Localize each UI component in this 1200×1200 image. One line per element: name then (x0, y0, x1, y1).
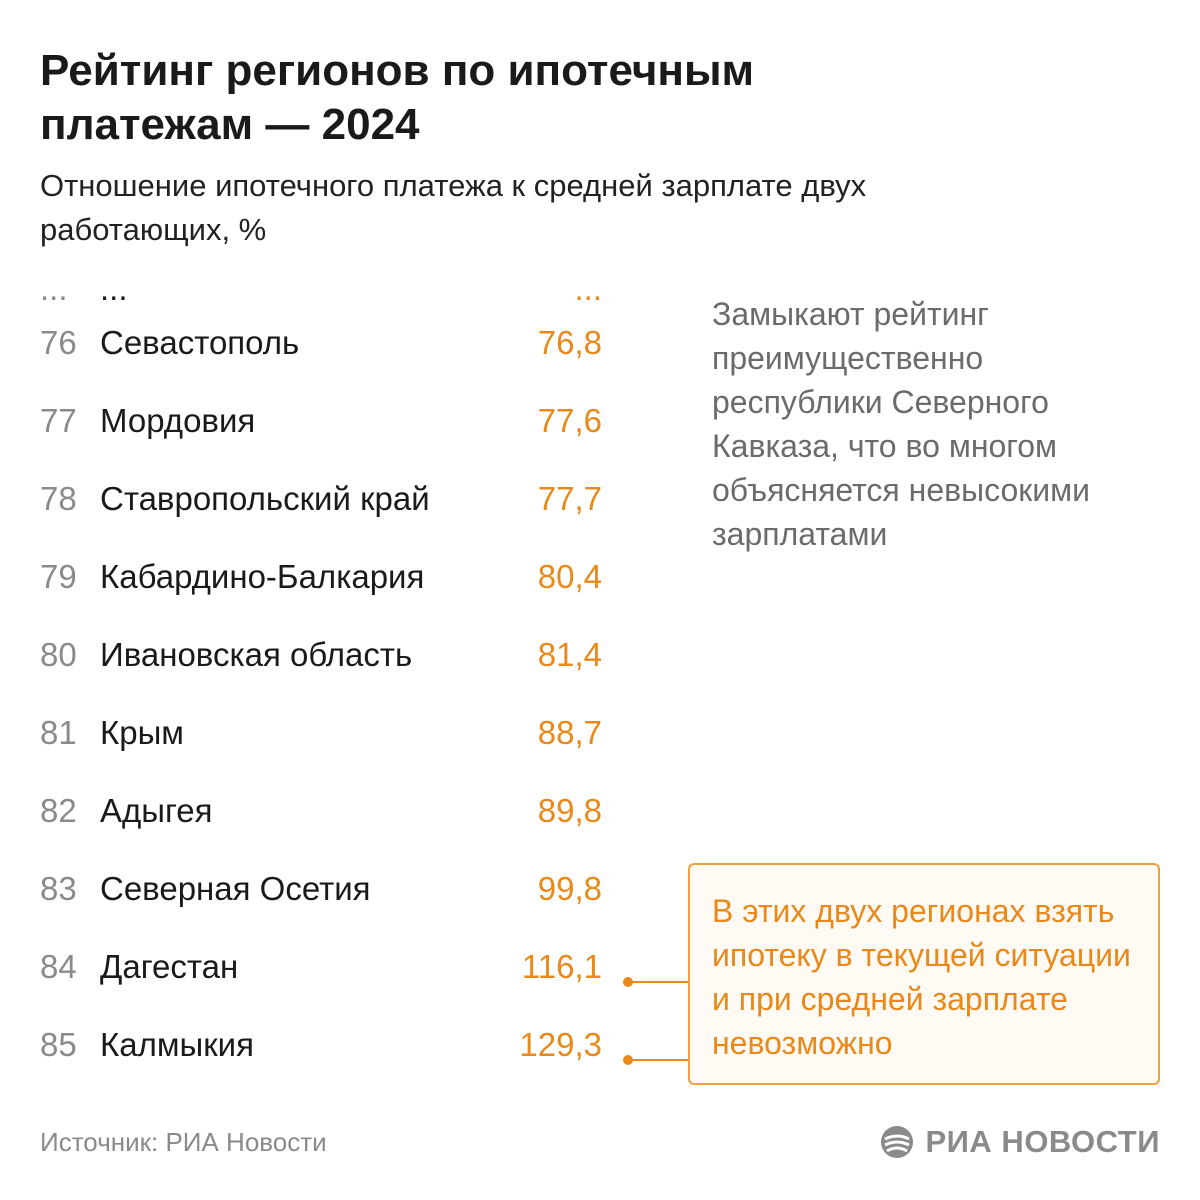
rank-label: 81 (40, 714, 77, 751)
table-row: 83 Северная Осетия 99,8 (40, 864, 602, 942)
rank-label: 77 (40, 402, 77, 439)
chart-title: Рейтинг регионов по ипотечным платежам —… (40, 46, 755, 149)
region-name: Ставропольский край (100, 480, 430, 517)
value-ellipsis: ... (574, 270, 602, 307)
value-label: 88,7 (537, 714, 602, 751)
value-label: 99,8 (537, 870, 602, 907)
region-name: Севастополь (100, 324, 300, 361)
table-row-ellipsis: ... ... ... (40, 262, 602, 318)
table-row: 77 Мордовия 77,6 (40, 396, 602, 474)
table-row: 79 Кабардино-Балкария 80,4 (40, 552, 602, 630)
callout-text: В этих двух регионах взять ипотеку в тек… (712, 893, 1131, 1061)
rank-label: 78 (40, 480, 77, 517)
rank-label: 79 (40, 558, 77, 595)
rank-label: 82 (40, 792, 77, 829)
ranking-table: ... ... ... 76 Севастополь 76,8 77 Мордо… (40, 262, 602, 1098)
region-name: Дагестан (100, 948, 239, 985)
table-row: 80 Ивановская область 81,4 (40, 630, 602, 708)
rank-label: 83 (40, 870, 77, 907)
table-row: 82 Адыгея 89,8 (40, 786, 602, 864)
rank-label: 80 (40, 636, 77, 673)
value-label: 77,6 (537, 402, 602, 439)
value-label: 89,8 (537, 792, 602, 829)
value-label: 76,8 (537, 324, 602, 361)
region-name: Мордовия (100, 402, 256, 439)
chart-subtitle: Отношение ипотечного платежа к средней з… (40, 168, 867, 247)
table-row: 78 Ставропольский край 77,7 (40, 474, 602, 552)
region-name: Крым (100, 714, 184, 751)
value-label: 77,7 (537, 480, 602, 517)
value-label: 80,4 (537, 558, 602, 595)
table-row: 85 Калмыкия 129,3 (40, 1020, 602, 1098)
region-name: Кабардино-Балкария (100, 558, 425, 595)
source-label: Источник: РИА Новости (40, 1127, 327, 1157)
rank-label: 76 (40, 324, 77, 361)
callout-box: В этих двух регионах взять ипотеку в тек… (688, 863, 1160, 1085)
table-row: 76 Севастополь 76,8 (40, 318, 602, 396)
ria-logo-text: РИА НОВОСТИ (925, 1124, 1160, 1159)
value-label: 81,4 (537, 636, 602, 673)
connector-dot-kalmykia (623, 1055, 633, 1065)
value-label: 116,1 (521, 948, 602, 985)
ria-logo: РИА НОВОСТИ (879, 1122, 1160, 1162)
rank-label: 85 (40, 1026, 77, 1063)
connector-dot-dagestan (623, 977, 633, 987)
region-name: Северная Осетия (100, 870, 371, 907)
ria-logo-icon (881, 1126, 914, 1158)
region-name: Ивановская область (100, 636, 413, 673)
table-row: 84 Дагестан 116,1 (40, 942, 602, 1020)
rank-label: 84 (40, 948, 77, 985)
side-annotation: Замыкают рейтинг преимущественно республ… (712, 296, 1091, 552)
name-ellipsis: ... (100, 270, 128, 307)
rank-ellipsis: ... (40, 270, 68, 307)
value-label: 129,3 (519, 1026, 602, 1063)
region-name: Калмыкия (100, 1026, 254, 1063)
region-name: Адыгея (100, 792, 213, 829)
table-row: 81 Крым 88,7 (40, 708, 602, 786)
